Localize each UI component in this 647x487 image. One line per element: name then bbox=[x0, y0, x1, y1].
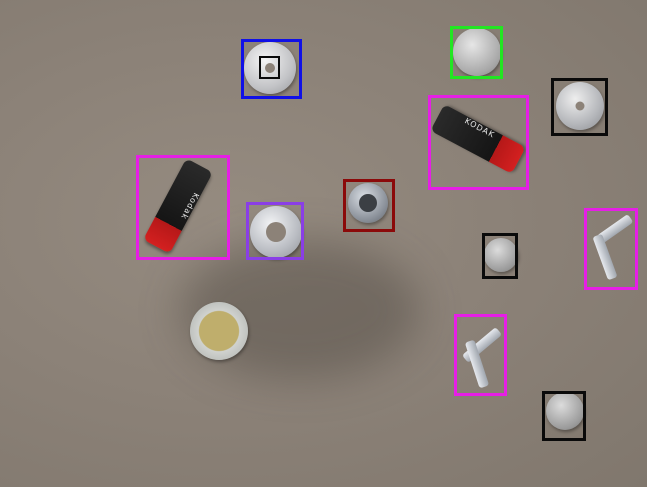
bbox-magenta-battery-right bbox=[428, 95, 529, 190]
bbox-blue-washer bbox=[241, 39, 302, 99]
bbox-black-small bbox=[259, 56, 280, 79]
coin-pound bbox=[190, 302, 248, 360]
bbox-green-coin bbox=[450, 26, 503, 79]
bbox-magenta-bracket-right bbox=[584, 208, 638, 290]
bbox-black-coin-bottom bbox=[542, 391, 586, 441]
coin-green-box bbox=[453, 28, 501, 76]
bbox-black-coin-middle bbox=[482, 233, 518, 279]
bbox-magenta-battery-left bbox=[136, 155, 230, 260]
hex-nut bbox=[348, 183, 388, 223]
bbox-magenta-bracket-bottom bbox=[454, 314, 507, 396]
coin-middle bbox=[484, 238, 518, 272]
bbox-violet-washer bbox=[246, 202, 304, 260]
bbox-dark-red-nut bbox=[343, 179, 395, 232]
coin-bottom-right bbox=[546, 392, 584, 430]
bbox-black-washer bbox=[551, 78, 608, 136]
washer-right bbox=[556, 82, 604, 130]
washer-large bbox=[250, 206, 302, 258]
washer-top bbox=[244, 42, 296, 94]
